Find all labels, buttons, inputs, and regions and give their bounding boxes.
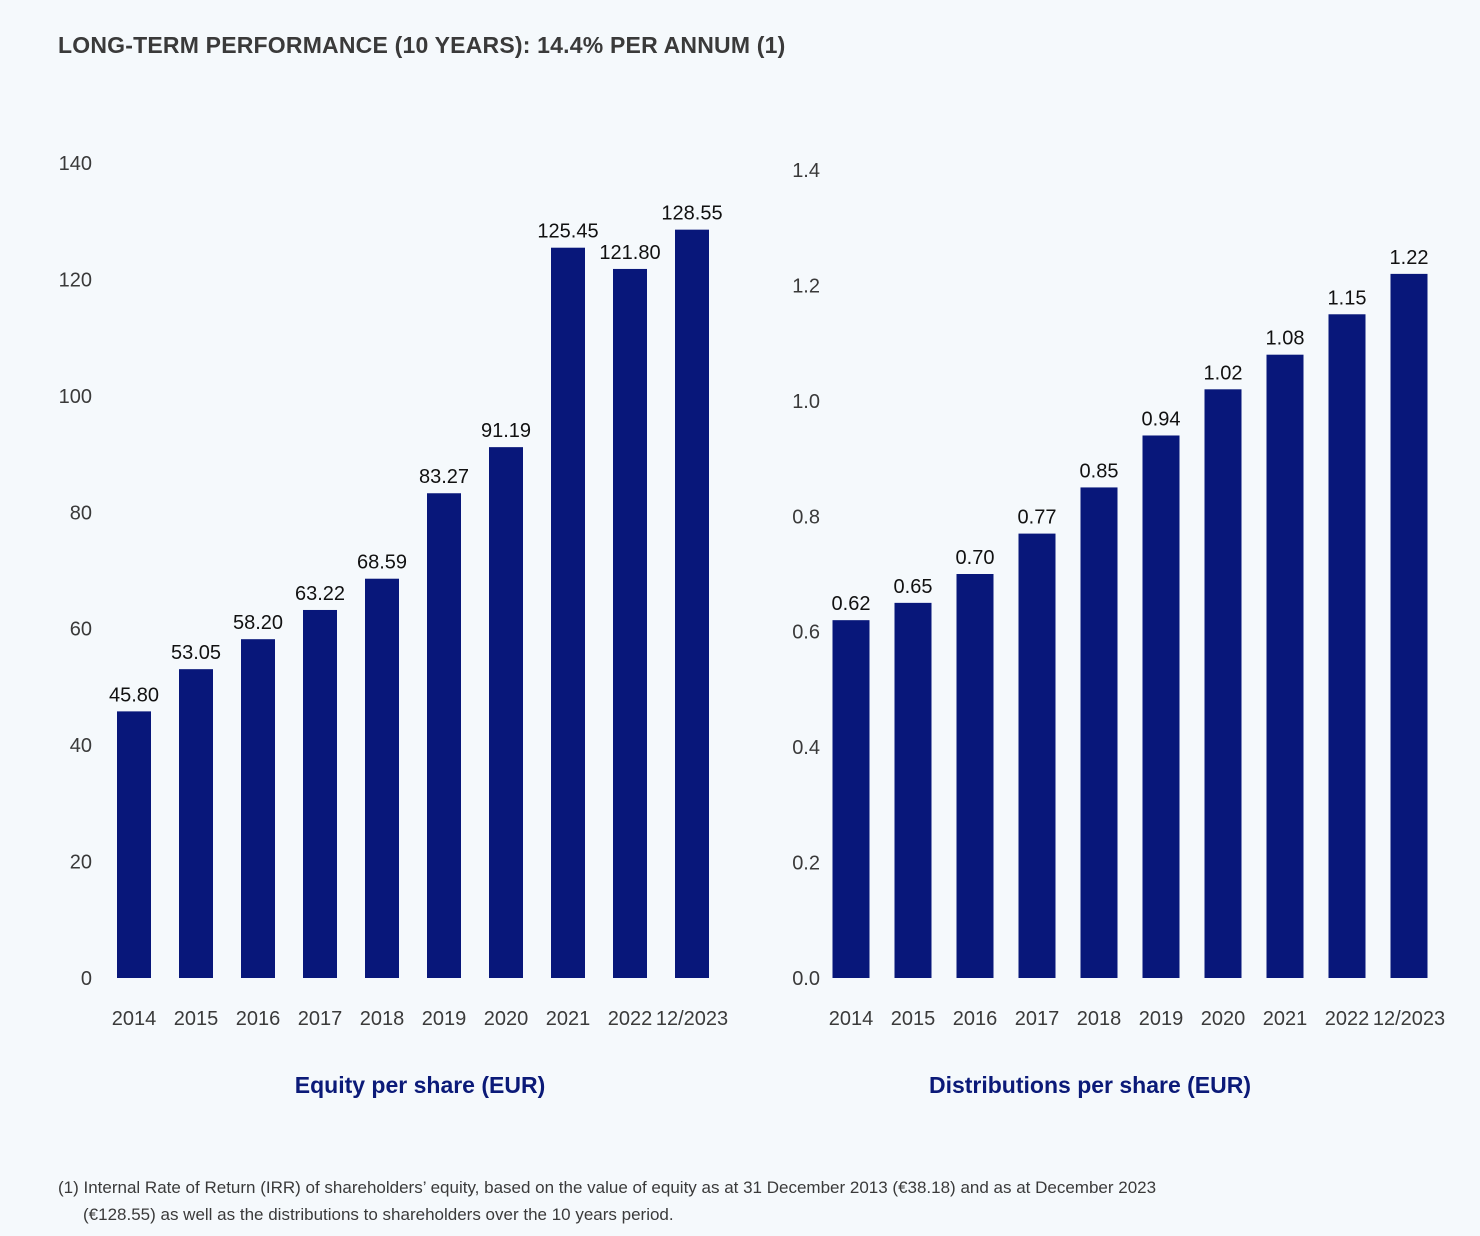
bar-value-label: 63.22	[295, 583, 345, 605]
y-tick-label: 20	[70, 852, 92, 874]
y-tick-label: 1.0	[792, 391, 820, 413]
bar	[613, 268, 647, 978]
bar	[303, 609, 337, 978]
bar-value-label: 0.62	[832, 593, 871, 615]
bar-value-label: 53.05	[171, 642, 221, 664]
y-tick-label: 100	[59, 386, 92, 408]
bar-value-label: 0.85	[1080, 460, 1119, 482]
bar	[1204, 389, 1242, 978]
footnote-line-1: (1) Internal Rate of Return (IRR) of sha…	[58, 1178, 1157, 1197]
distributions-per-share-chart: 0.0 0.2 0.4 0.6 0.8 1.0 1.2 1.4 0.62 2014 0.65 2015…	[792, 160, 1445, 1030]
bar	[489, 447, 523, 978]
bar	[241, 639, 275, 978]
bar-value-label: 121.80	[599, 242, 660, 264]
bar	[956, 574, 994, 978]
bar	[365, 578, 399, 978]
bar	[1266, 354, 1304, 979]
y-tick-label: 80	[70, 502, 92, 524]
equity-chart-title: Equity per share (EUR)	[294, 1072, 546, 1098]
bar-value-label: 1.15	[1328, 287, 1367, 309]
y-tick-label: 60	[70, 619, 92, 641]
x-tick-label: 2017	[298, 1008, 343, 1030]
x-tick-label: 2019	[1139, 1008, 1184, 1030]
bar	[427, 493, 461, 978]
bar-value-label: 0.77	[1018, 507, 1057, 529]
bar-value-label: 58.20	[233, 612, 283, 634]
x-tick-label: 2021	[546, 1008, 591, 1030]
bar-value-label: 1.02	[1204, 362, 1243, 384]
y-tick-label: 0	[81, 968, 92, 990]
x-tick-label: 2016	[953, 1008, 998, 1030]
bar	[179, 669, 213, 978]
x-tick-label: 2014	[112, 1008, 157, 1030]
bar-value-label: 1.22	[1390, 247, 1429, 269]
bar	[1328, 314, 1366, 978]
x-tick-label: 2022	[1325, 1008, 1370, 1030]
x-tick-label: 2017	[1015, 1008, 1060, 1030]
y-tick-label: 40	[70, 735, 92, 757]
bar	[1142, 435, 1180, 978]
y-tick-label: 0.4	[792, 737, 820, 759]
y-tick-label: 0.0	[792, 968, 820, 990]
y-tick-label: 0.8	[792, 506, 820, 528]
x-tick-label: 2018	[360, 1008, 405, 1030]
y-tick-label: 1.4	[792, 160, 820, 182]
bar	[894, 602, 932, 978]
bar	[117, 711, 151, 978]
bar-value-label: 68.59	[357, 552, 407, 574]
y-tick-label: 120	[59, 269, 92, 291]
bar-value-label: 45.80	[109, 684, 159, 706]
footnote-line-2: (€128.55) as well as the distributions t…	[83, 1205, 674, 1224]
x-tick-label: 2015	[891, 1008, 936, 1030]
bar	[551, 247, 585, 978]
y-tick-label: 140	[59, 153, 92, 175]
x-tick-label: 2022	[608, 1008, 653, 1030]
bar-value-label: 91.19	[481, 420, 531, 442]
x-tick-label: 2019	[422, 1008, 467, 1030]
equity-per-share-chart: 0 20 40 60 80 100 120 140 45.80 2014 53.05 2015 58.2…	[59, 153, 729, 1030]
bar-value-label: 0.94	[1142, 408, 1181, 430]
x-tick-label: 2016	[236, 1008, 281, 1030]
bar	[1018, 533, 1056, 978]
x-tick-label: 2020	[484, 1008, 529, 1030]
bar	[1080, 487, 1118, 978]
x-tick-label: 2015	[174, 1008, 219, 1030]
bar	[675, 229, 709, 979]
y-tick-label: 0.2	[792, 853, 820, 875]
bar-value-label: 83.27	[419, 466, 469, 488]
bar-value-label: 0.70	[956, 547, 995, 569]
x-tick-label: 12/2023	[656, 1008, 728, 1030]
bar-value-label: 128.55	[661, 203, 722, 225]
y-tick-label: 0.6	[792, 622, 820, 644]
y-tick-label: 1.2	[792, 275, 820, 297]
x-tick-label: 2020	[1201, 1008, 1246, 1030]
x-tick-label: 12/2023	[1373, 1008, 1445, 1030]
bar-value-label: 0.65	[894, 576, 933, 598]
footnote: (1) Internal Rate of Return (IRR) of sha…	[58, 1174, 1398, 1228]
x-tick-label: 2018	[1077, 1008, 1122, 1030]
distributions-chart-title: Distributions per share (EUR)	[928, 1072, 1252, 1098]
x-tick-label: 2021	[1263, 1008, 1308, 1030]
x-tick-label: 2014	[829, 1008, 874, 1030]
bar	[832, 620, 870, 978]
bar	[1390, 273, 1428, 978]
bar-value-label: 1.08	[1266, 328, 1305, 350]
page-title: LONG-TERM PERFORMANCE (10 YEARS): 14.4% …	[58, 32, 786, 58]
bar-value-label: 125.45	[537, 221, 598, 243]
